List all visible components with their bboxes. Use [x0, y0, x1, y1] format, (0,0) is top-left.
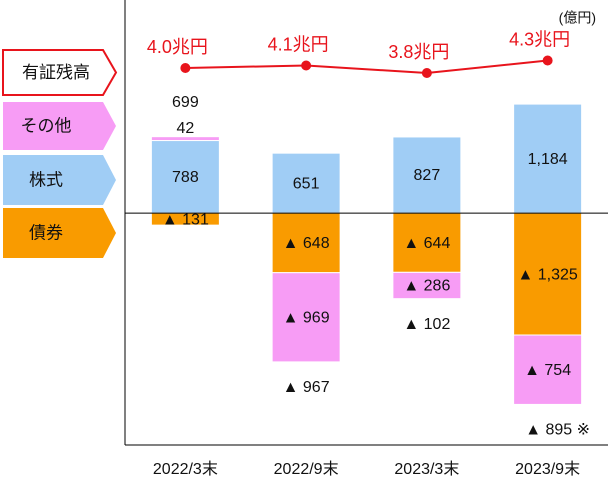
data-label: ▲ 1,325	[517, 266, 577, 283]
data-label: ▲ 286	[403, 278, 450, 295]
legend-swatch	[3, 208, 116, 258]
bar-segment	[271, 272, 341, 363]
bar-segment	[513, 334, 583, 405]
line-point	[180, 63, 191, 73]
data-label: 651	[293, 175, 320, 192]
legend-label: 株式	[29, 170, 63, 189]
bar-segment	[392, 136, 462, 214]
data-label: 827	[414, 167, 441, 184]
bar-segment	[271, 152, 341, 214]
bar-segment	[271, 212, 341, 274]
line-label: 4.0兆円	[147, 37, 208, 57]
legend-swatch	[3, 155, 116, 205]
x-tick-label: 2023/9末	[515, 460, 580, 478]
bar-segment	[392, 212, 462, 273]
legend-swatch	[3, 102, 116, 150]
x-tick-label: 2022/3末	[153, 460, 218, 478]
total-label: ▲ 895 ※	[525, 422, 590, 439]
total-label: 699	[172, 94, 199, 111]
data-label: 42	[176, 120, 194, 137]
line-point	[301, 60, 312, 71]
data-label: ▲ 131	[162, 211, 209, 228]
line-label: 3.8兆円	[388, 42, 449, 62]
bar-segment	[513, 103, 583, 214]
data-label: 788	[172, 169, 199, 186]
bar-segment	[150, 136, 220, 142]
line	[185, 59, 548, 75]
data-label: ▲ 644	[403, 235, 450, 252]
data-label: 1,184	[528, 151, 568, 168]
line-point	[542, 55, 553, 66]
x-tick-label: 2022/9末	[274, 460, 339, 478]
line-label: 4.1兆円	[268, 34, 329, 54]
legend-swatch	[2, 49, 118, 96]
unit-label: (億円)	[559, 10, 596, 26]
bar-segment	[513, 212, 583, 336]
data-label: ▲ 754	[524, 362, 571, 379]
legend-label: その他	[21, 116, 72, 135]
legend-label: 有証残高	[22, 63, 90, 82]
data-label: ▲ 648	[283, 235, 330, 252]
line-point	[421, 68, 432, 78]
total-label: ▲ 967	[283, 379, 330, 396]
data-label: ▲ 969	[283, 310, 330, 327]
line-label: 4.3兆円	[509, 29, 570, 49]
bar-segment	[392, 271, 462, 300]
total-label: ▲ 102	[403, 316, 450, 333]
legend-label: 債券	[29, 223, 63, 242]
x-tick-label: 2023/3末	[394, 460, 459, 478]
